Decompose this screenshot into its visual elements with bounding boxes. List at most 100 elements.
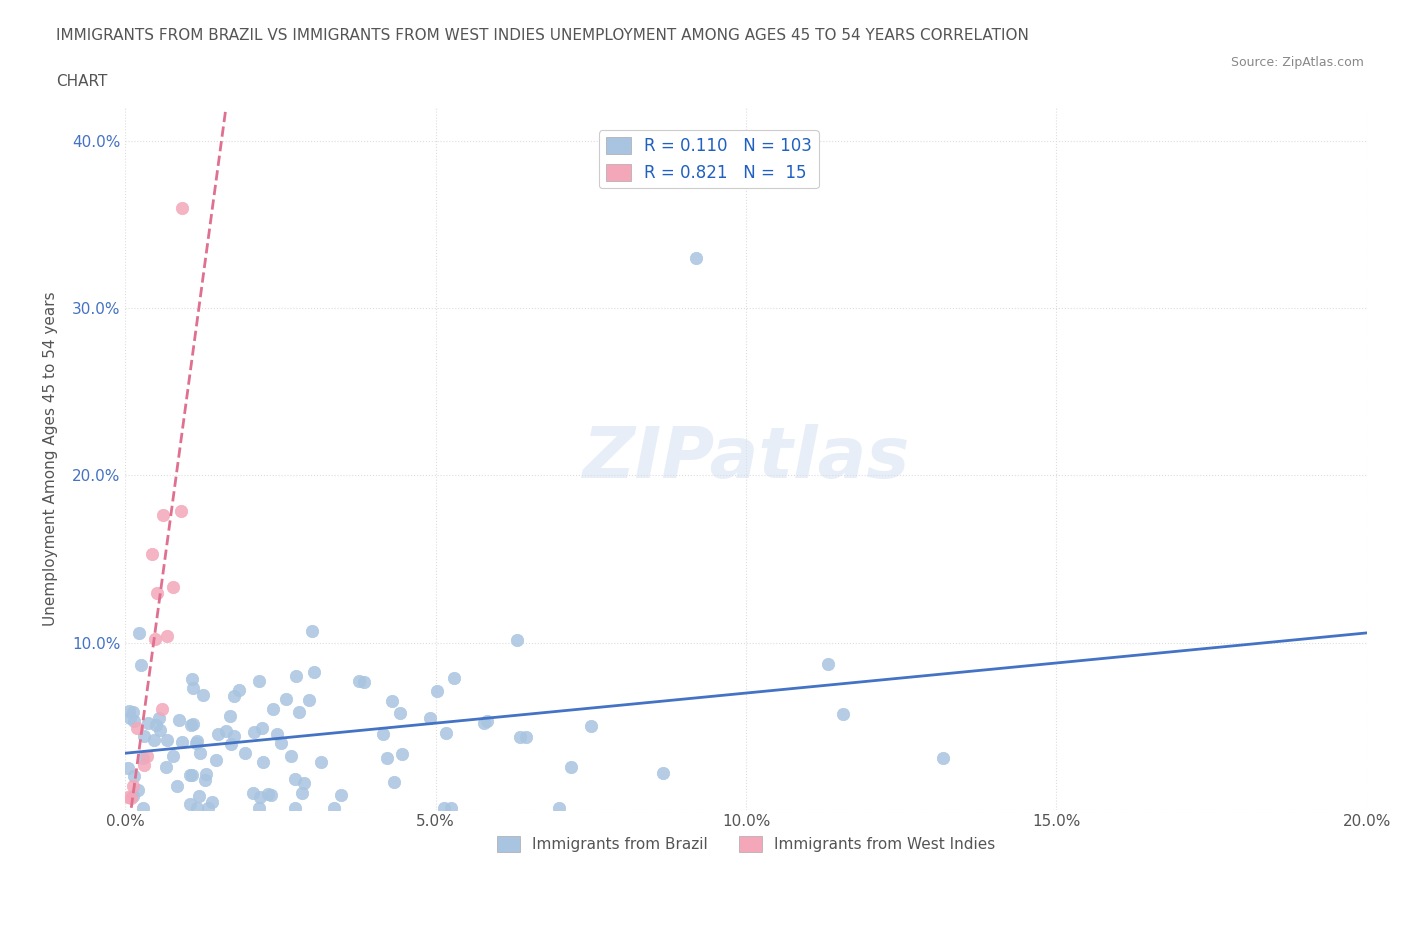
- Text: IMMIGRANTS FROM BRAZIL VS IMMIGRANTS FROM WEST INDIES UNEMPLOYMENT AMONG AGES 45: IMMIGRANTS FROM BRAZIL VS IMMIGRANTS FRO…: [56, 28, 1029, 43]
- Point: [817, 657, 839, 671]
- Point: [187, 789, 209, 804]
- Point: [179, 796, 201, 811]
- Point: [419, 711, 441, 725]
- Point: [434, 725, 457, 740]
- Point: [141, 547, 163, 562]
- Point: [127, 721, 149, 736]
- Point: [197, 801, 219, 816]
- Legend: Immigrants from Brazil, Immigrants from West Indies: Immigrants from Brazil, Immigrants from …: [491, 830, 1001, 858]
- Point: [193, 773, 215, 788]
- Point: [266, 726, 288, 741]
- Point: [204, 752, 226, 767]
- Point: [122, 713, 145, 728]
- Point: [131, 751, 153, 765]
- Point: [509, 729, 531, 744]
- Point: [309, 754, 332, 769]
- Point: [256, 787, 278, 802]
- Point: [280, 749, 302, 764]
- Point: [323, 801, 346, 816]
- Point: [188, 745, 211, 760]
- Point: [152, 702, 174, 717]
- Point: [156, 732, 179, 747]
- Point: [170, 735, 193, 750]
- Point: [218, 709, 240, 724]
- Point: [235, 745, 257, 760]
- Point: [122, 789, 145, 804]
- Point: [181, 671, 204, 686]
- Point: [252, 755, 274, 770]
- Point: [132, 801, 155, 816]
- Point: [932, 751, 955, 765]
- Point: [122, 778, 145, 793]
- Point: [195, 767, 218, 782]
- Point: [249, 790, 271, 804]
- Point: [191, 688, 214, 703]
- Point: [179, 767, 201, 782]
- Text: CHART: CHART: [56, 74, 108, 89]
- Point: [149, 723, 172, 737]
- Point: [347, 673, 370, 688]
- Point: [169, 712, 191, 727]
- Point: [215, 724, 238, 738]
- Point: [302, 664, 325, 679]
- Point: [155, 760, 177, 775]
- Point: [301, 624, 323, 639]
- Point: [250, 721, 273, 736]
- Point: [120, 711, 142, 725]
- Point: [243, 724, 266, 739]
- Point: [136, 749, 159, 764]
- Point: [118, 704, 141, 719]
- Point: [440, 801, 463, 816]
- Point: [274, 692, 297, 707]
- Point: [247, 801, 270, 816]
- Point: [152, 508, 174, 523]
- Point: [146, 585, 169, 600]
- Point: [287, 704, 309, 719]
- Point: [222, 688, 245, 703]
- Point: [132, 757, 155, 772]
- Point: [127, 782, 149, 797]
- Point: [426, 684, 449, 698]
- Point: [201, 794, 224, 809]
- Point: [121, 704, 143, 719]
- Point: [443, 671, 465, 685]
- Point: [142, 732, 165, 747]
- Point: [128, 625, 150, 640]
- Point: [389, 705, 412, 720]
- Point: [506, 633, 529, 648]
- Point: [548, 801, 571, 816]
- Point: [247, 674, 270, 689]
- Point: [380, 693, 402, 708]
- Point: [433, 801, 456, 816]
- Point: [222, 728, 245, 743]
- Point: [145, 718, 167, 733]
- Point: [832, 706, 855, 721]
- Point: [148, 711, 170, 725]
- Point: [685, 251, 707, 266]
- Point: [124, 769, 146, 784]
- Point: [186, 734, 208, 749]
- Point: [298, 692, 321, 707]
- Point: [117, 790, 139, 804]
- Point: [170, 201, 193, 216]
- Point: [472, 716, 495, 731]
- Point: [166, 778, 188, 793]
- Point: [143, 631, 166, 646]
- Point: [136, 715, 159, 730]
- Point: [353, 675, 375, 690]
- Point: [169, 504, 191, 519]
- Point: [181, 681, 204, 696]
- Text: ZIPatlas: ZIPatlas: [582, 424, 910, 493]
- Point: [291, 786, 314, 801]
- Point: [515, 729, 537, 744]
- Point: [186, 801, 208, 816]
- Point: [652, 765, 675, 780]
- Point: [181, 768, 204, 783]
- Point: [284, 801, 307, 816]
- Point: [260, 787, 283, 802]
- Point: [117, 761, 139, 776]
- Point: [184, 736, 207, 751]
- Point: [371, 726, 394, 741]
- Point: [294, 776, 316, 790]
- Point: [228, 683, 250, 698]
